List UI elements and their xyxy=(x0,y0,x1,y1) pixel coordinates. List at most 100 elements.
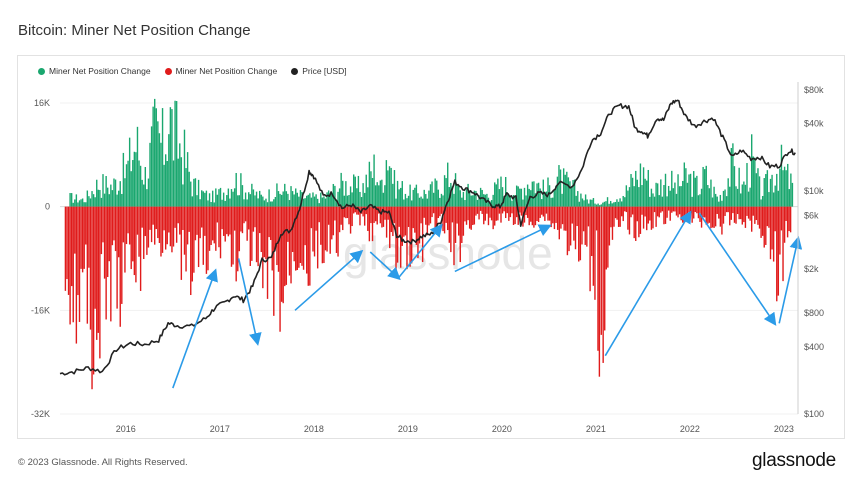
bar-mark xyxy=(240,173,242,207)
bar-mark xyxy=(414,187,416,207)
bar-mark xyxy=(382,206,385,227)
bar-mark xyxy=(556,206,559,230)
bar-mark xyxy=(663,206,665,225)
bar-mark xyxy=(302,198,305,207)
bar-mark xyxy=(393,170,396,207)
bar-mark xyxy=(473,206,476,225)
bar-mark xyxy=(694,206,696,212)
bar-mark xyxy=(190,206,192,296)
bar-mark xyxy=(600,206,602,335)
bar-mark xyxy=(309,193,311,207)
bar-mark xyxy=(199,206,201,239)
bar-mark xyxy=(216,206,219,223)
bar-mark xyxy=(494,182,496,207)
bar-mark xyxy=(674,182,676,207)
bar-mark xyxy=(390,167,392,207)
bar-mark xyxy=(553,190,555,207)
bar-mark xyxy=(425,206,427,225)
bar-mark xyxy=(133,206,136,276)
bar-mark xyxy=(78,206,81,322)
bar-mark xyxy=(511,206,513,214)
bar-mark xyxy=(282,206,284,304)
bar-mark xyxy=(199,199,201,207)
bar-mark xyxy=(196,206,198,235)
bar-mark xyxy=(334,185,336,207)
bar-mark xyxy=(672,206,675,212)
bar-mark xyxy=(492,206,494,230)
bar-mark xyxy=(560,206,562,229)
bar-mark xyxy=(290,206,292,284)
bar-mark xyxy=(243,206,245,224)
bar-mark xyxy=(400,187,402,207)
bar-mark xyxy=(625,185,628,207)
bar-mark xyxy=(257,198,259,207)
bar-mark xyxy=(547,177,549,207)
bar-mark xyxy=(680,186,682,207)
legend-item-price[interactable]: Price [USD] xyxy=(291,66,347,76)
bar-mark xyxy=(183,206,186,255)
bar-mark xyxy=(740,206,742,220)
bar-mark xyxy=(381,179,383,207)
bar-mark xyxy=(674,206,676,212)
bar-mark xyxy=(182,184,184,207)
bar-mark xyxy=(581,198,584,207)
bar-mark xyxy=(763,206,765,248)
bar-mark xyxy=(279,206,281,332)
bar-mark xyxy=(534,193,537,207)
bar-mark xyxy=(216,194,219,207)
bar-mark xyxy=(774,185,776,207)
legend-item-inflow[interactable]: Miner Net Position Change xyxy=(38,66,151,76)
bar-mark xyxy=(244,192,247,207)
bar-mark xyxy=(658,195,660,207)
bar-mark xyxy=(693,206,695,219)
bar-mark xyxy=(791,182,794,207)
bar-mark xyxy=(685,206,687,219)
bar-mark xyxy=(306,206,308,274)
bar-mark xyxy=(555,185,557,207)
bar-mark xyxy=(409,184,411,207)
bar-mark xyxy=(66,206,68,280)
bar-mark xyxy=(755,206,758,221)
bar-mark xyxy=(448,206,450,243)
bar-mark xyxy=(506,206,508,214)
y-right-tick-label: $800 xyxy=(804,308,824,318)
bar-mark xyxy=(671,206,673,213)
bar-mark xyxy=(318,206,320,223)
bar-mark xyxy=(771,174,773,207)
bar-mark xyxy=(213,202,215,207)
bar-mark xyxy=(204,192,206,207)
legend-label: Miner Net Position Change xyxy=(175,66,278,76)
bar-mark xyxy=(337,191,339,207)
y-right-tick-label: $100 xyxy=(804,409,824,419)
bar-mark xyxy=(622,206,624,222)
bar-mark xyxy=(757,168,759,207)
bar-mark xyxy=(365,206,367,215)
bar-mark xyxy=(379,180,382,207)
bar-mark xyxy=(274,196,277,207)
bar-mark xyxy=(567,177,570,207)
bar-mark xyxy=(260,206,262,253)
bar-mark xyxy=(262,206,264,289)
bar-mark xyxy=(133,151,136,207)
bar-mark xyxy=(746,163,748,207)
bar-mark xyxy=(80,199,82,207)
bar-mark xyxy=(88,196,90,207)
annotation-arrow xyxy=(237,258,262,346)
bar-mark xyxy=(716,206,718,214)
bar-mark xyxy=(296,206,298,271)
bar-mark xyxy=(147,178,150,207)
bar-mark xyxy=(570,186,573,207)
bar-mark xyxy=(388,166,391,207)
bar-mark xyxy=(478,195,480,207)
bar-mark xyxy=(752,206,754,216)
bar-mark xyxy=(359,191,361,207)
y-left-tick-label: -32K xyxy=(31,409,50,419)
bar-mark xyxy=(382,192,385,207)
bar-mark xyxy=(583,200,585,207)
bar-mark xyxy=(581,206,583,245)
legend-item-outflow[interactable]: Miner Net Position Change xyxy=(164,66,278,76)
bar-mark xyxy=(686,182,689,207)
bar-mark xyxy=(586,199,588,207)
bar-mark xyxy=(222,206,225,236)
bar-mark xyxy=(269,206,272,240)
